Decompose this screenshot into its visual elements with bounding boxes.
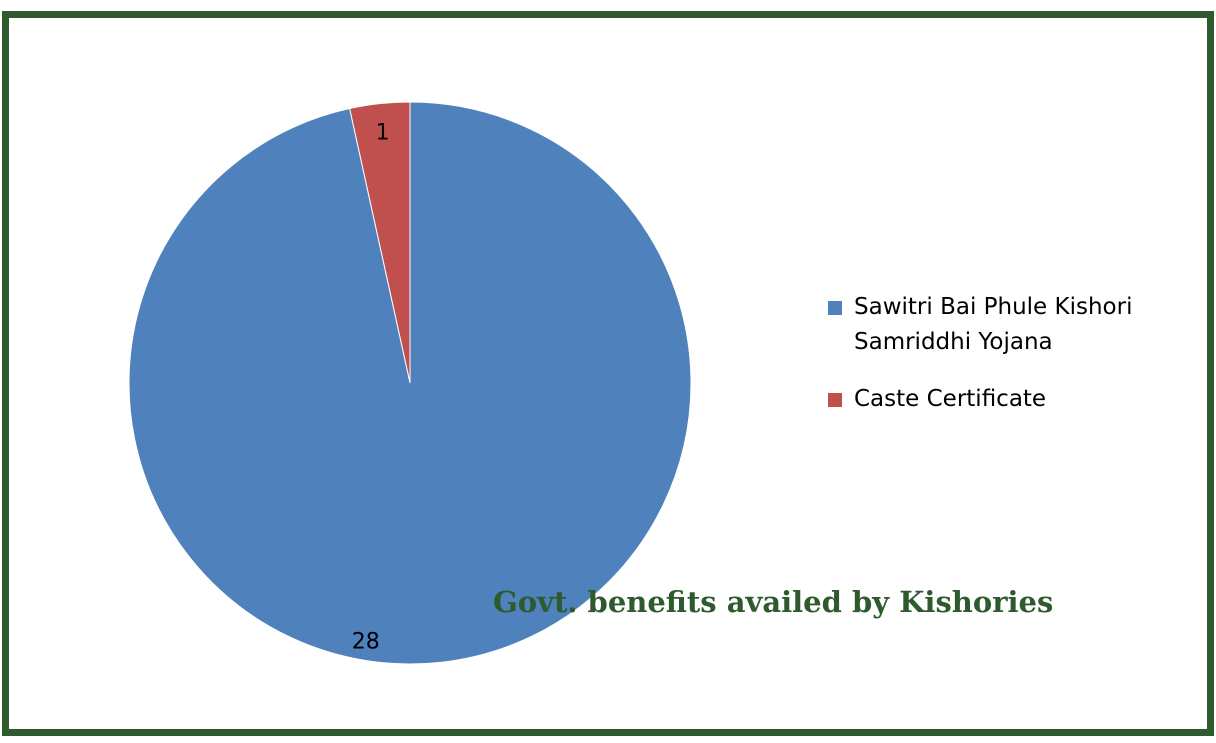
legend-swatch-blue (828, 301, 842, 315)
legend: Sawitri Bai Phule Kishori Samriddhi Yoja… (828, 290, 1188, 439)
data-label-0: 28 (352, 630, 380, 655)
legend-swatch-red (828, 393, 842, 407)
legend-label: Caste Certificate (854, 386, 1047, 412)
data-label-1: 1 (376, 121, 390, 146)
legend-item-caste-certificate: Caste Certificate (828, 382, 1188, 417)
chart-frame: 28 1 (2, 11, 1214, 736)
pie-slice-sawitri-bai-phule-kishori-samriddhi-yojana (128, 101, 692, 665)
pie-chart: 28 1 (128, 101, 692, 665)
chart-title: Govt. benefits availed by Kishories (493, 585, 1054, 619)
legend-item-sawitri: Sawitri Bai Phule Kishori Samriddhi Yoja… (828, 290, 1188, 360)
legend-label: Sawitri Bai Phule Kishori Samriddhi Yoja… (854, 294, 1133, 355)
